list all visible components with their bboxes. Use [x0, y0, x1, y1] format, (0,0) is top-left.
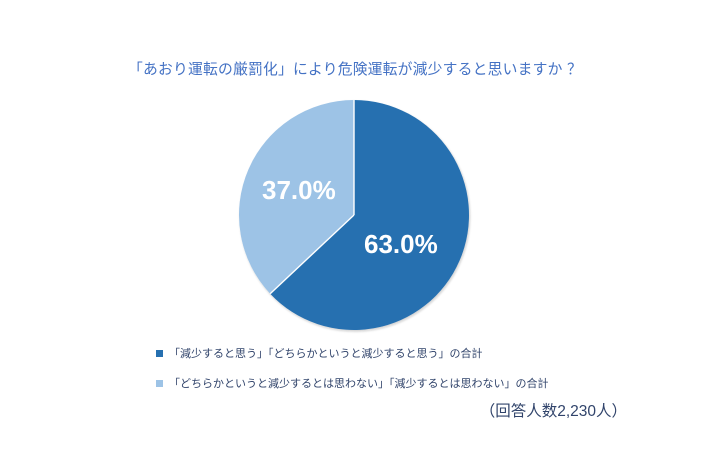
svg-text:63.0%: 63.0% [364, 229, 438, 259]
svg-text:37.0%: 37.0% [262, 175, 336, 205]
